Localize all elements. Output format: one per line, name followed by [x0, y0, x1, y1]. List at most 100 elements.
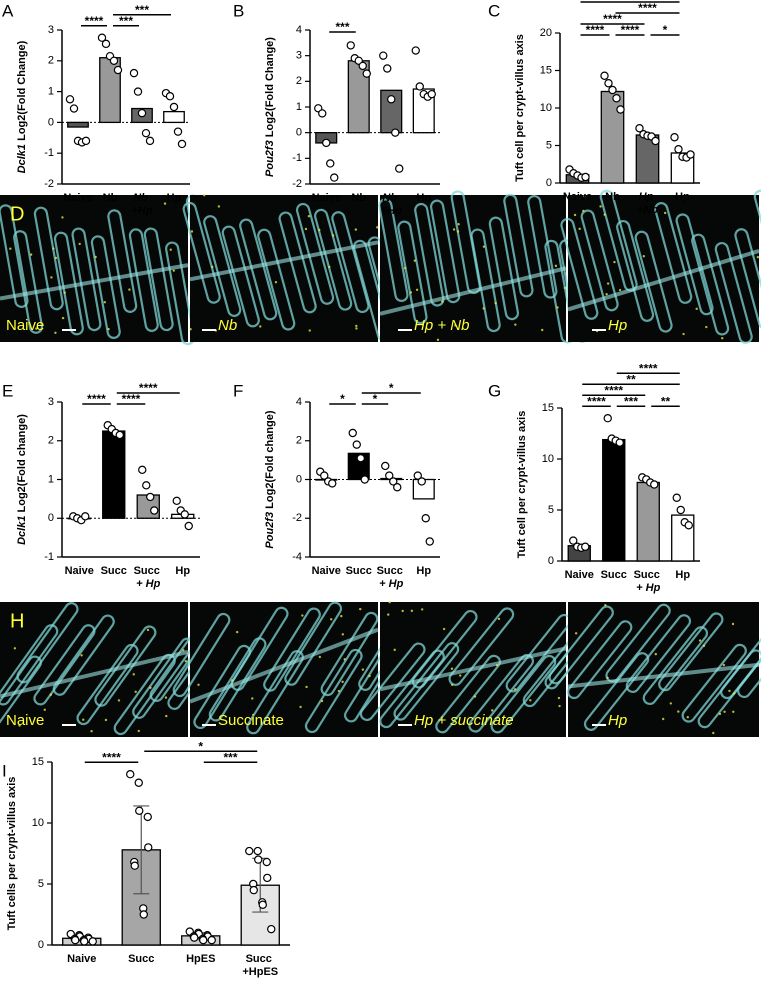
significance-label: ****: [621, 23, 640, 37]
data-point: [146, 492, 155, 502]
villus: [675, 213, 714, 316]
data-point: [348, 428, 357, 438]
tuft-signal: [134, 690, 137, 693]
villus: [0, 204, 29, 308]
x-tick-label: Hp +Nb: [637, 191, 658, 216]
villus: [470, 228, 501, 333]
x-tick-label: Naive: [65, 565, 94, 577]
x-tick-label: Naive: [565, 569, 594, 581]
tuft-signal: [61, 316, 65, 320]
data-point: [421, 514, 430, 523]
x-tick-label: Nb: [103, 192, 118, 204]
villus: [681, 643, 747, 723]
villus: [90, 235, 121, 339]
tuft-signal: [132, 673, 135, 676]
tuft-signal: [330, 618, 333, 621]
y-tick-label: 3: [48, 396, 54, 408]
y-tick-label: 10: [32, 817, 44, 829]
data-point: [143, 812, 152, 822]
significance-label: ***: [119, 14, 133, 28]
tuft-signal: [495, 663, 499, 667]
image-label: Hp: [608, 712, 627, 729]
y-tick-label: 3: [48, 24, 54, 36]
data-point: [650, 480, 659, 489]
tuft-signal: [541, 328, 544, 332]
villus: [94, 625, 157, 707]
data-point: [80, 937, 89, 946]
villus: [33, 206, 64, 311]
y-tick-label: 2: [296, 75, 302, 87]
y-tick-label: -2: [292, 512, 302, 524]
y-tick-label: 0: [296, 127, 302, 139]
tuft-signal: [682, 332, 685, 336]
villus: [488, 216, 520, 321]
tuft-signal: [409, 291, 413, 294]
significance-label: ***: [135, 3, 149, 17]
tuft-signal: [450, 667, 454, 670]
tuft-signal: [203, 194, 206, 197]
villus: [737, 619, 761, 699]
tuft-signal: [578, 227, 581, 231]
villus: [527, 194, 558, 299]
villus: [172, 612, 231, 698]
data-point: [318, 109, 327, 118]
data-point: [328, 479, 337, 488]
villus: [378, 198, 409, 302]
villus: [33, 624, 96, 706]
tuft-signal: [318, 655, 322, 659]
data-point: [358, 61, 367, 71]
image-label: Nb: [218, 317, 237, 334]
tuft-signal: [698, 639, 702, 642]
villus: [397, 220, 428, 325]
data-point: [101, 39, 111, 49]
tuft-signal: [50, 276, 53, 279]
tuft-signal: [482, 245, 486, 248]
data-point: [393, 483, 402, 492]
x-tick-label: Naive: [63, 192, 92, 204]
y-tick-label: 10: [540, 102, 552, 114]
significance-label: ****: [139, 381, 158, 395]
tuft-signal: [494, 301, 497, 305]
tuft-signal: [663, 211, 667, 215]
x-tick-label: Nb: [351, 192, 366, 204]
tuft-signal: [732, 692, 736, 695]
data-point: [81, 512, 90, 521]
significance-label: ****: [604, 383, 623, 397]
tuft-signal: [43, 708, 46, 711]
tuft-signal: [307, 215, 311, 218]
y-tick-label: 20: [540, 27, 552, 39]
villus: [429, 199, 461, 304]
tuft-signal: [388, 601, 391, 604]
data-point: [142, 481, 151, 490]
crypt-band: [0, 263, 189, 301]
y-tick-label: 0: [296, 473, 302, 485]
tuft-signal: [662, 717, 665, 721]
data-point: [569, 536, 578, 545]
tuft-signal: [29, 253, 33, 256]
tuft-signal: [305, 685, 308, 689]
data-point: [381, 461, 390, 471]
tuft-signal: [454, 324, 457, 327]
villus: [505, 613, 572, 693]
tuft-signal: [556, 306, 559, 309]
tuft-signal: [361, 668, 365, 671]
tuft-signal: [211, 265, 214, 269]
tuft-signal: [686, 716, 689, 719]
tuft-signal: [482, 307, 485, 310]
data-point: [581, 542, 590, 551]
tuft-signal: [274, 280, 278, 284]
villus: [503, 193, 534, 298]
tuft-signal: [164, 696, 168, 699]
tuft-signal: [613, 260, 616, 264]
data-point: [254, 855, 263, 864]
y-tick-label: 15: [542, 402, 554, 414]
data-point: [356, 453, 365, 463]
image-label: Succinate: [218, 712, 284, 729]
significance-label: **: [625, 0, 635, 4]
villus: [642, 626, 709, 706]
significance-label: *: [340, 392, 345, 406]
villus: [654, 202, 693, 304]
data-point: [139, 910, 148, 919]
data-point: [326, 159, 335, 168]
y-tick-label: 4: [296, 396, 302, 408]
